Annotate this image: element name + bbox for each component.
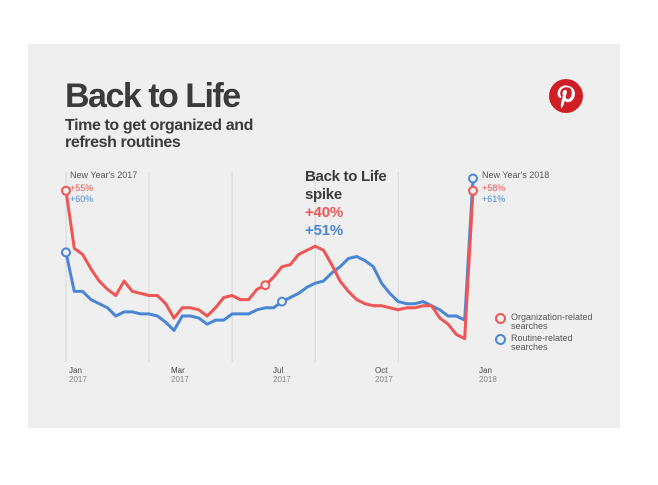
annotation-spike-org: +40% [305,204,343,221]
annotation-spike-routine: +51% [305,222,343,239]
data-point-marker [468,173,478,184]
legend-label: Organization-related searches [511,312,593,331]
page-title: Back to Life [65,77,241,115]
legend-label: Routine-related searches [511,333,573,352]
pinterest-logo-icon [549,79,583,113]
annotation-ny2017-label: New Year's 2017 [70,170,138,180]
annotation-spike: Back to Life spike +40% +51% [305,168,395,240]
annotation-ny2018-org: +58% [482,183,506,193]
annotation-ny2017-routine: +60% [70,194,94,204]
series-line [64,177,475,332]
legend-marker-icon [495,334,506,345]
chart-card [28,44,620,428]
annotation-ny2017-org: +55% [70,183,94,193]
data-point-marker [61,247,71,258]
x-tick-label: Jul 2017 [273,366,291,384]
legend-marker-icon [495,313,506,324]
data-point-marker [61,185,71,196]
x-tick-label: Jan 2018 [479,366,497,384]
x-tick-label: Jan 2017 [69,366,87,384]
annotation-ny2018-routine: +61% [482,194,506,204]
x-tick-label: Oct 2017 [375,366,393,384]
annotation-ny2018-label: New Year's 2018 [482,170,550,180]
data-point-marker [260,280,271,291]
data-point-marker [276,296,287,307]
page-subtitle: Time to get organized and refresh routin… [65,117,253,151]
series-line [64,189,475,341]
annotation-spike-label: Back to Life spike [305,168,387,203]
data-point-marker [468,185,478,196]
x-tick-label: Mar 2017 [171,366,189,384]
